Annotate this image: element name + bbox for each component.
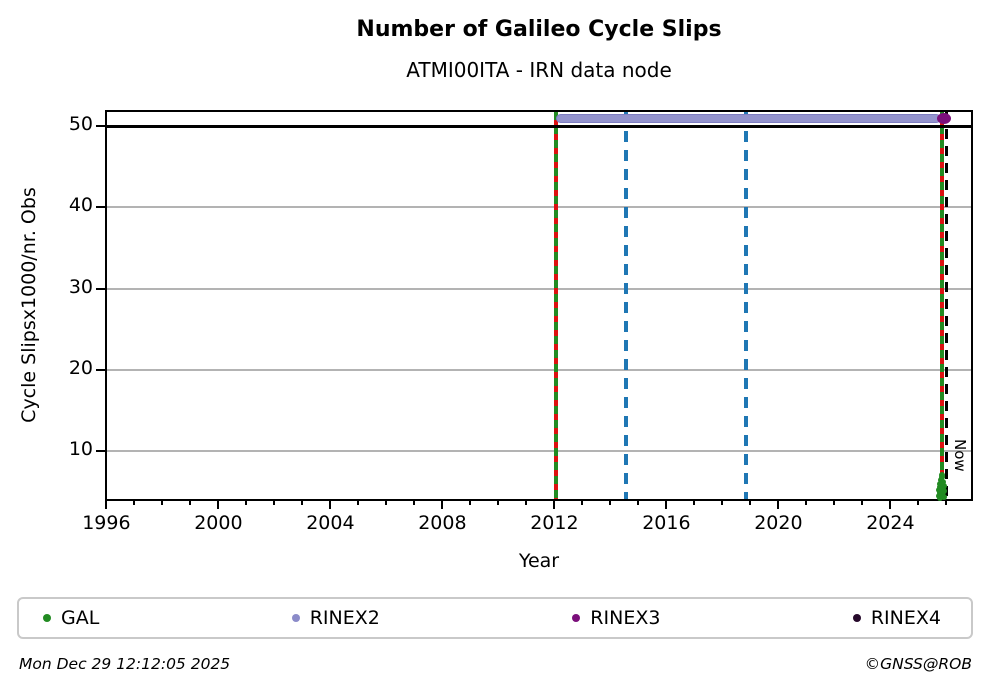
x-tick-label: 2016 (642, 512, 691, 534)
y-tick (96, 206, 105, 209)
x-tick-major (889, 500, 892, 509)
x-tick-major (665, 500, 668, 509)
x-tick-label: 2008 (418, 512, 467, 534)
y-tick-label: 50 (68, 113, 93, 136)
rinex4-marker-icon (852, 614, 861, 622)
x-tick-major (105, 500, 108, 509)
y-tick (96, 287, 105, 290)
y-tick-label: 10 (68, 438, 93, 461)
x-tick-label: 1996 (82, 512, 131, 534)
chart-title: Number of Galileo Cycle Slips (356, 17, 722, 42)
x-tick-major (777, 500, 780, 509)
x-axis-label: Year (518, 550, 560, 572)
x-tick-label: 2004 (306, 512, 355, 534)
x-tick-label: 2012 (530, 512, 579, 534)
copyright: ©GNSS@ROB (864, 655, 972, 673)
x-tick-label: 2020 (754, 512, 803, 534)
legend-label-rinex3: RINEX3 (590, 607, 661, 629)
y-tick-label: 40 (68, 194, 93, 217)
legend: GAL RINEX2 RINEX3 RINEX4 (17, 597, 973, 639)
x-tick-major (329, 500, 332, 509)
legend-label-rinex4: RINEX4 (870, 607, 941, 629)
legend-item-rinex3: RINEX3 (572, 607, 660, 629)
x-tick-major (217, 500, 220, 509)
y-tick (96, 125, 105, 128)
legend-item-rinex4: RINEX4 (852, 607, 941, 629)
y-tick-label: 20 (68, 356, 93, 379)
x-tick-major (441, 500, 444, 509)
y-axis-label: Cycle Slipsx1000/nr. Obs (18, 187, 40, 423)
now-line-label: Now (950, 439, 969, 472)
legend-item-rinex2: RINEX2 (291, 607, 380, 629)
legend-label-rinex2: RINEX2 (309, 607, 380, 629)
timestamp: Mon Dec 29 12:12:05 2025 (19, 655, 231, 673)
legend-item-gal: GAL (43, 607, 99, 629)
rinex3-marker-icon (572, 614, 581, 622)
gal-marker-icon (43, 614, 51, 622)
y-tick (96, 450, 105, 453)
x-tick-major (553, 500, 556, 509)
x-tick-label: 2024 (866, 512, 915, 534)
legend-label-gal: GAL (61, 607, 100, 629)
x-tick-label: 2000 (194, 512, 243, 534)
y-tick (96, 368, 105, 371)
rinex2-marker-icon (291, 614, 300, 622)
chart-subtitle: ATMI00ITA - IRN data node (406, 58, 672, 82)
y-tick-label: 30 (68, 275, 93, 298)
plot-area (105, 110, 973, 501)
